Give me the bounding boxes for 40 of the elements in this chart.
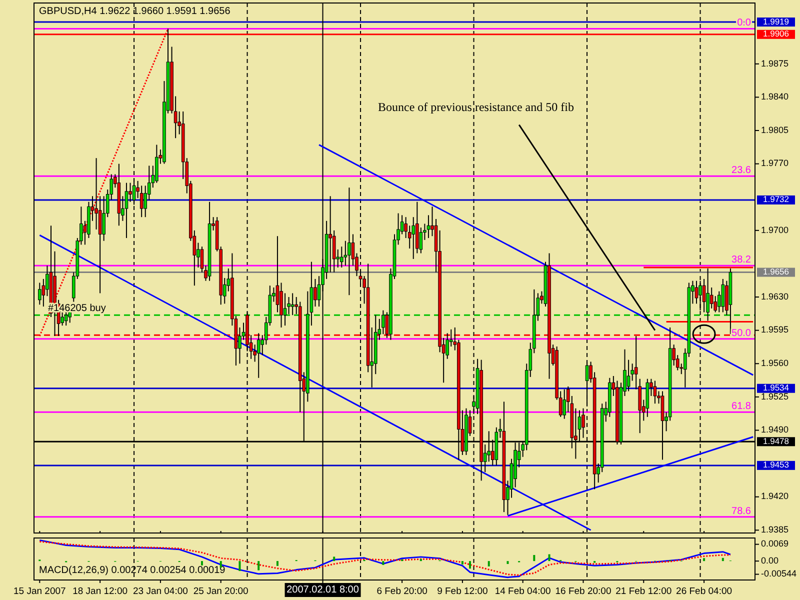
y-tick-label: 1.9805 [761, 124, 789, 135]
y-tick-label: 1.9490 [761, 424, 789, 435]
y-tick-label: 1.9560 [761, 358, 789, 368]
annotation: 78.6 [732, 506, 752, 517]
ref-line-label: 1.9919 [763, 16, 790, 26]
annotation: Bounce of previous resistance and 50 fib [378, 100, 574, 114]
x-tick-label: 26 Feb 04:00 [676, 586, 732, 597]
x-tick-label: 23 Jan 04:00 [132, 586, 188, 597]
y-tick-label: -0.00544 [761, 568, 797, 579]
y-tick-label: 1.9595 [761, 324, 789, 335]
ref-line-label: 1.9534 [763, 382, 790, 393]
annotation: 23.6 [732, 165, 752, 176]
annotation: 38.2 [732, 254, 752, 266]
ref-line-label: 1.9453 [763, 460, 790, 470]
ref-line-label: 1.9478 [763, 436, 790, 446]
x-tick-label: 6 Feb 20:00 [376, 586, 428, 597]
x-tick-label: 14 Feb 04:00 [494, 586, 551, 597]
text: MACD(12,26,9) 0.00274 0.00254 0.00019 [39, 565, 226, 576]
y-tick-label: 1.9770 [761, 158, 789, 168]
x-tick-label: 16 Feb 20:00 [555, 586, 612, 597]
ref-line-label: 1.9732 [763, 194, 790, 204]
ref-line-label: 1.9906 [763, 28, 790, 39]
ref-line-label: 1.9656 [763, 266, 790, 277]
y-tick-label: 0.0069 [761, 538, 789, 549]
y-tick-label: 1.9630 [761, 291, 789, 302]
x-tick-label: 25 Jan 20:00 [193, 586, 248, 597]
y-tick-label: 1.9420 [761, 491, 789, 502]
y-tick-label: 1.9525 [761, 391, 789, 402]
x-tick-label: 15 Jan 2007 [14, 586, 66, 597]
x-tick-label: 2007.02.01 8:00 [286, 584, 360, 596]
chart-title: GBPUSD,H4 1.9622 1.9660 1.9591 1.9656 [39, 6, 231, 17]
x-tick-label: 9 Feb 12:00 [437, 586, 488, 597]
y-tick-label: 1.9875 [761, 58, 789, 68]
y-tick-label: 0.00 [761, 555, 779, 566]
x-tick-label: 18 Jan 12:00 [72, 586, 128, 597]
y-tick-label: 1.9385 [761, 524, 789, 535]
y-tick-label: 1.9840 [761, 92, 789, 102]
x-tick-label: 21 Feb 12:00 [616, 586, 672, 597]
y-tick-label: 1.9700 [761, 224, 789, 235]
annotation: 61.8 [732, 401, 752, 412]
